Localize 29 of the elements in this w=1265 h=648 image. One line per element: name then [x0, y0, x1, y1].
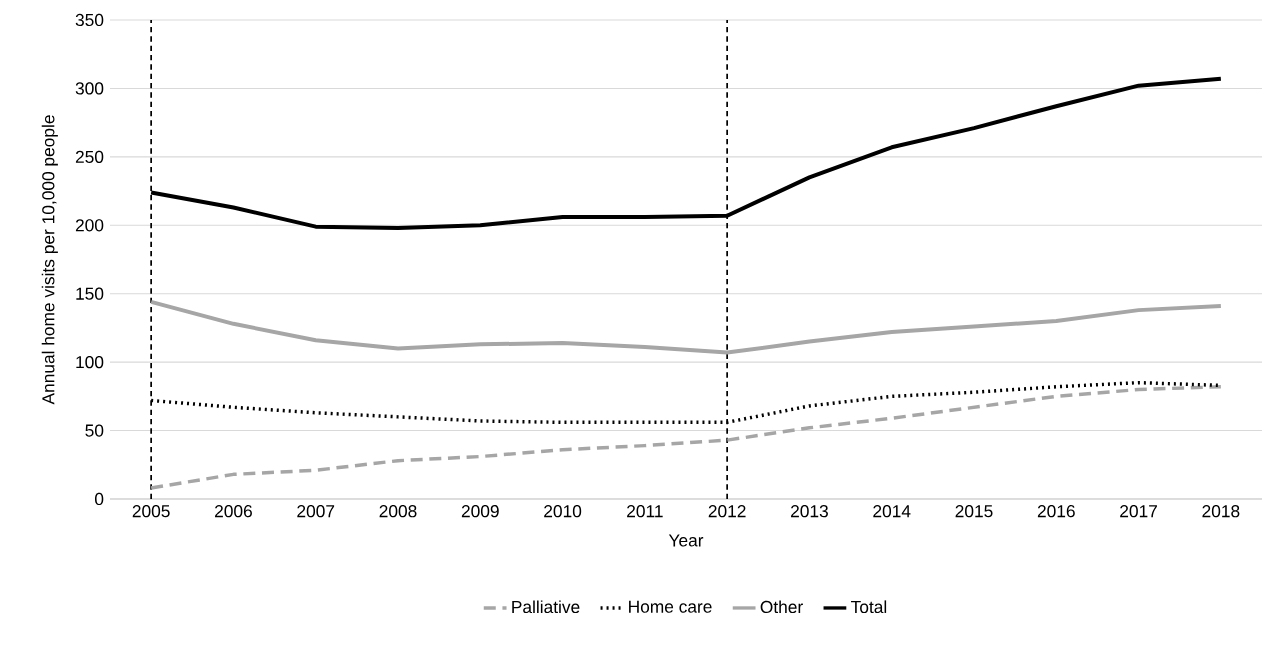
legend-label: Other [760, 600, 803, 614]
x-tick-label: 2015 [955, 505, 993, 518]
x-tick-label: 2012 [708, 505, 746, 518]
y-axis-title: Annual home visits per 10,000 people [41, 115, 58, 405]
x-axis-title: Year [668, 534, 704, 547]
x-tick-label: 2014 [873, 505, 911, 518]
x-tick-label: 2016 [1037, 505, 1075, 518]
x-tick-label: 2018 [1202, 505, 1240, 518]
y-tick-label: 200 [75, 219, 104, 232]
x-tick-label: 2009 [461, 505, 499, 518]
y-tick-label: 150 [76, 287, 104, 300]
x-tick-label: 2007 [297, 505, 335, 518]
y-tick-label: 250 [75, 150, 104, 163]
x-tick-label: 2006 [215, 505, 252, 518]
y-tick-label: 50 [85, 424, 104, 437]
x-tick-label: 2017 [1120, 505, 1157, 518]
y-tick-label: 350 [75, 13, 104, 27]
x-tick-label: 2013 [791, 505, 828, 518]
legend-label: Home care [629, 600, 712, 613]
y-tick-label: 100 [76, 355, 104, 369]
x-tick-label: 2005 [132, 505, 170, 518]
y-tick-label: 300 [75, 82, 104, 95]
x-tick-label: 2011 [627, 505, 663, 518]
legend-label: Total [851, 600, 887, 614]
x-tick-label: 2008 [379, 505, 417, 518]
legend-label: Palliative [512, 600, 580, 614]
x-tick-label: 2010 [544, 505, 582, 518]
y-tick-label: 0 [94, 492, 104, 506]
line-series [149, 299, 1223, 355]
